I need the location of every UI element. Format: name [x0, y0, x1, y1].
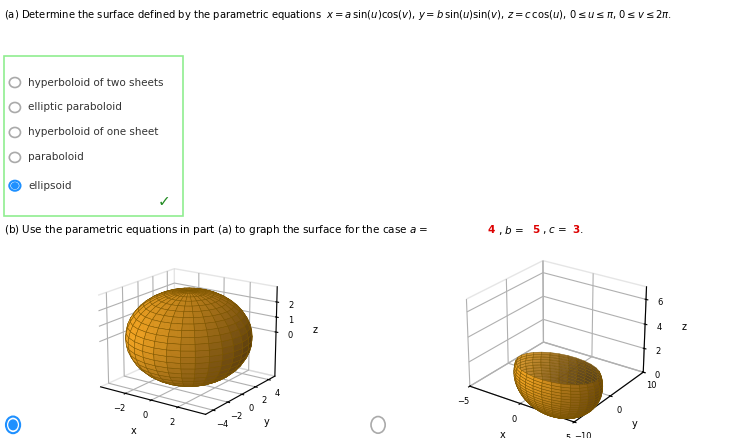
Text: , $c$ =: , $c$ =: [542, 225, 568, 236]
Text: (b) Use the parametric equations in part (a) to graph the surface for the case $: (b) Use the parametric equations in part…: [4, 223, 429, 237]
Text: ✓: ✓: [157, 194, 171, 209]
Text: hyperboloid of two sheets: hyperboloid of two sheets: [28, 78, 163, 88]
FancyBboxPatch shape: [4, 56, 183, 215]
Text: , $b$ =: , $b$ =: [498, 224, 524, 237]
Text: 3: 3: [572, 226, 580, 235]
Text: 5: 5: [532, 226, 539, 235]
Y-axis label: y: y: [632, 419, 638, 429]
Text: (a) Determine the surface defined by the parametric equations  $x = a\,\sin(u)\c: (a) Determine the surface defined by the…: [4, 8, 672, 22]
Y-axis label: y: y: [264, 417, 270, 427]
Circle shape: [12, 183, 18, 189]
X-axis label: x: x: [500, 431, 505, 438]
Text: elliptic paraboloid: elliptic paraboloid: [28, 102, 122, 113]
X-axis label: x: x: [130, 426, 136, 436]
Text: hyperboloid of one sheet: hyperboloid of one sheet: [28, 127, 158, 138]
Circle shape: [9, 420, 17, 430]
Text: ellipsoid: ellipsoid: [28, 181, 72, 191]
Text: .: .: [580, 226, 583, 235]
Text: 4: 4: [488, 226, 495, 235]
Text: paraboloid: paraboloid: [28, 152, 83, 162]
